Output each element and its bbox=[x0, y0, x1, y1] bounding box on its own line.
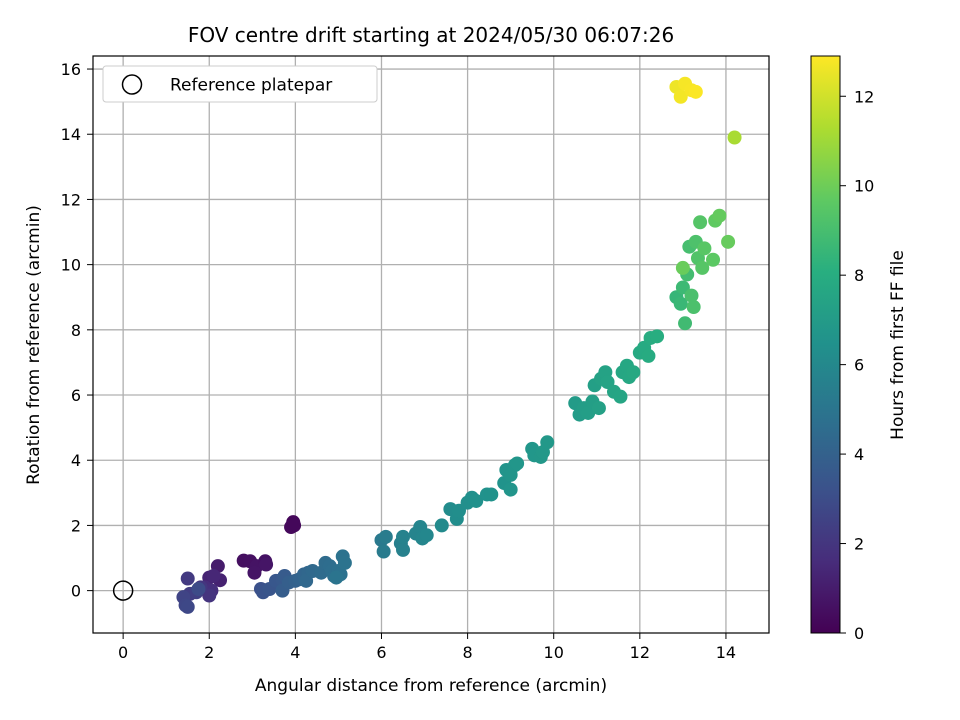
x-tick-label: 6 bbox=[376, 643, 386, 662]
data-point bbox=[337, 555, 352, 570]
data-point bbox=[419, 528, 434, 543]
legend-box bbox=[102, 65, 378, 103]
data-point bbox=[673, 89, 688, 104]
colorbar-tick-label: 0 bbox=[854, 624, 864, 643]
data-point bbox=[706, 252, 721, 267]
data-point bbox=[191, 581, 206, 596]
reference-marker bbox=[112, 580, 134, 601]
x-tick-label: 4 bbox=[290, 643, 300, 662]
x-tick-label: 10 bbox=[544, 643, 564, 662]
data-point bbox=[287, 518, 302, 533]
colorbar-tick-label: 8 bbox=[854, 266, 864, 285]
data-point bbox=[678, 316, 693, 331]
colorbar-tick-label: 2 bbox=[854, 535, 864, 554]
data-point bbox=[673, 296, 688, 311]
data-point bbox=[693, 215, 708, 230]
data-point bbox=[180, 571, 195, 586]
data-point bbox=[396, 542, 411, 557]
data-point bbox=[727, 130, 742, 145]
data-point bbox=[206, 568, 221, 583]
data-point bbox=[180, 599, 195, 614]
colorbar-tick-label: 10 bbox=[854, 177, 874, 196]
data-point bbox=[688, 84, 703, 99]
x-tick-label: 14 bbox=[716, 643, 736, 662]
data-point bbox=[259, 557, 274, 572]
data-point bbox=[469, 493, 484, 508]
colorbar-ticks: 0 2 4 6 8 10 12 bbox=[840, 87, 874, 643]
data-point bbox=[712, 208, 727, 223]
y-tick-label: 6 bbox=[71, 386, 81, 405]
data-point bbox=[684, 288, 699, 303]
colorbar-gradient bbox=[810, 55, 841, 634]
x-tick-label: 8 bbox=[463, 643, 473, 662]
data-point bbox=[581, 405, 596, 420]
data-point bbox=[376, 544, 391, 559]
x-axis-title: Angular distance from reference (arcmin) bbox=[255, 676, 607, 696]
data-point bbox=[503, 482, 518, 497]
legend: Reference platepar bbox=[102, 65, 378, 103]
plot-frame bbox=[92, 55, 770, 634]
data-point bbox=[329, 570, 344, 585]
legend-marker bbox=[121, 74, 143, 95]
y-tick-label: 0 bbox=[71, 582, 81, 601]
data-point bbox=[675, 260, 690, 275]
x-tick-label: 0 bbox=[118, 643, 128, 662]
y-tick-label: 8 bbox=[71, 321, 81, 340]
legend-label: Reference platepar bbox=[170, 76, 332, 96]
y-tick-label: 14 bbox=[61, 125, 81, 144]
axis-ticks: 0 2 4 6 8 10 12 14 0 2 4 6 8 10 12 14 16 bbox=[61, 60, 736, 662]
data-point bbox=[613, 389, 628, 404]
y-tick-label: 12 bbox=[61, 190, 81, 209]
colorbar: 0 2 4 6 8 10 12 Hours from first FF file bbox=[810, 55, 908, 643]
data-point bbox=[510, 456, 525, 471]
y-tick-label: 2 bbox=[71, 516, 81, 535]
data-point bbox=[695, 260, 710, 275]
data-point bbox=[396, 529, 411, 544]
y-tick-label: 16 bbox=[61, 60, 81, 79]
colorbar-tick-label: 6 bbox=[854, 356, 864, 375]
data-point bbox=[434, 518, 449, 533]
colorbar-tick-label: 12 bbox=[854, 87, 874, 106]
colorbar-title: Hours from first FF file bbox=[888, 250, 908, 440]
data-point bbox=[626, 365, 641, 380]
y-axis-title: Rotation from reference (arcmin) bbox=[24, 205, 44, 485]
data-point bbox=[721, 234, 736, 249]
data-point bbox=[641, 348, 656, 363]
x-tick-label: 12 bbox=[630, 643, 650, 662]
data-point bbox=[650, 329, 665, 344]
data-point bbox=[484, 487, 499, 502]
data-point bbox=[697, 241, 712, 256]
y-tick-label: 4 bbox=[71, 451, 81, 470]
x-tick-label: 2 bbox=[204, 643, 214, 662]
chart-title: FOV centre drift starting at 2024/05/30 … bbox=[188, 23, 674, 47]
data-point bbox=[378, 529, 393, 544]
data-point bbox=[686, 300, 701, 315]
data-point bbox=[540, 435, 555, 450]
data-points bbox=[176, 76, 742, 614]
grid bbox=[93, 56, 769, 633]
colorbar-tick-label: 4 bbox=[854, 445, 864, 464]
data-point bbox=[247, 565, 262, 580]
y-tick-label: 10 bbox=[61, 256, 81, 275]
data-point bbox=[591, 401, 606, 416]
